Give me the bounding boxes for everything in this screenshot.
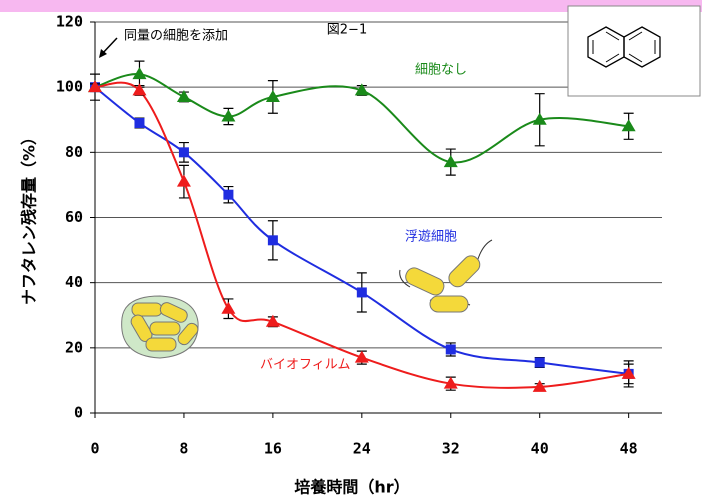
marker (134, 118, 145, 129)
marker (221, 301, 236, 314)
marker (534, 357, 545, 368)
x-tick-label: 24 (353, 440, 371, 458)
x-axis-label: 培養時間（hr） (294, 478, 409, 497)
marker (88, 80, 102, 93)
marker (532, 379, 547, 392)
marker (356, 287, 367, 298)
marker (132, 67, 147, 80)
x-tick-label: 48 (620, 440, 638, 458)
y-axis-label: ナフタレン残存量（%） (20, 129, 39, 305)
arrow (99, 37, 118, 58)
marker (221, 109, 236, 122)
marker (176, 89, 191, 102)
y-tick-label: 120 (56, 13, 83, 31)
marker (532, 112, 547, 125)
annotation: 同量の細胞を添加 (124, 29, 228, 44)
series-line (94, 73, 629, 164)
marker (354, 83, 369, 96)
series-label: 浮遊細胞 (405, 230, 457, 245)
biofilm-illustration (121, 295, 199, 359)
marker (265, 89, 280, 102)
chart-title: 図2−1 (327, 23, 367, 38)
y-tick-label: 20 (65, 338, 83, 356)
y-tick-label: 80 (65, 143, 83, 161)
marker (223, 189, 234, 200)
planktonic-illustration (399, 239, 493, 313)
marker (265, 314, 280, 327)
marker (354, 350, 369, 363)
y-tick-label: 60 (65, 208, 83, 226)
x-tick-label: 0 (90, 440, 99, 458)
x-tick-label: 16 (264, 440, 282, 458)
marker (132, 83, 147, 96)
x-tick-label: 32 (442, 440, 460, 458)
marker (621, 366, 636, 379)
marker (176, 174, 191, 187)
marker (443, 376, 458, 389)
marker (621, 119, 636, 132)
series-label: 細胞なし (415, 63, 467, 78)
x-tick-label: 8 (179, 440, 188, 458)
naphthalene-box (567, 5, 701, 97)
series-line (94, 86, 629, 375)
marker (178, 147, 189, 158)
marker (443, 155, 458, 168)
header-band (0, 0, 702, 12)
y-tick-label: 40 (65, 273, 83, 291)
marker (267, 235, 278, 246)
series-label: バイオフィルム (260, 358, 350, 373)
x-tick-label: 40 (531, 440, 549, 458)
y-tick-label: 100 (56, 78, 83, 96)
marker (445, 344, 456, 355)
y-tick-label: 0 (74, 404, 83, 422)
